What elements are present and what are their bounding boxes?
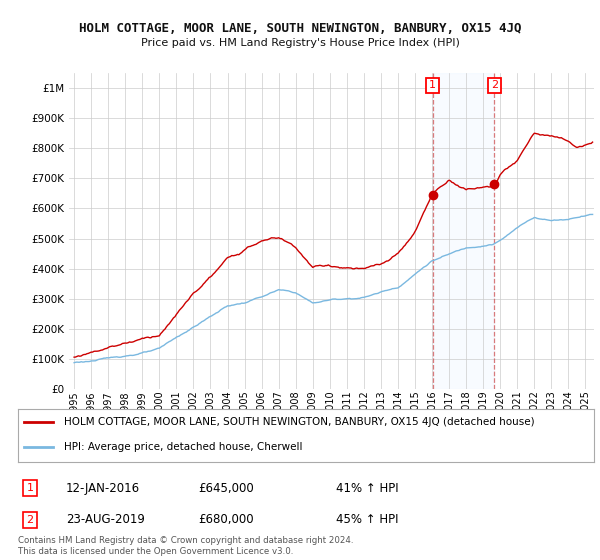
- Text: £645,000: £645,000: [198, 482, 254, 495]
- Text: 2: 2: [26, 515, 34, 525]
- Text: HOLM COTTAGE, MOOR LANE, SOUTH NEWINGTON, BANBURY, OX15 4JQ: HOLM COTTAGE, MOOR LANE, SOUTH NEWINGTON…: [79, 22, 521, 35]
- Text: HPI: Average price, detached house, Cherwell: HPI: Average price, detached house, Cher…: [64, 442, 302, 452]
- Text: Price paid vs. HM Land Registry's House Price Index (HPI): Price paid vs. HM Land Registry's House …: [140, 38, 460, 48]
- Text: 1: 1: [26, 483, 34, 493]
- Text: 45% ↑ HPI: 45% ↑ HPI: [336, 513, 398, 526]
- Bar: [433, 73, 494, 389]
- Text: £680,000: £680,000: [198, 513, 254, 526]
- Text: 12-JAN-2016: 12-JAN-2016: [66, 482, 140, 495]
- Text: 23-AUG-2019: 23-AUG-2019: [66, 513, 145, 526]
- Text: 2: 2: [491, 81, 498, 91]
- Text: Contains HM Land Registry data © Crown copyright and database right 2024.
This d: Contains HM Land Registry data © Crown c…: [18, 536, 353, 556]
- Text: 1: 1: [429, 81, 436, 91]
- Text: HOLM COTTAGE, MOOR LANE, SOUTH NEWINGTON, BANBURY, OX15 4JQ (detached house): HOLM COTTAGE, MOOR LANE, SOUTH NEWINGTON…: [64, 417, 535, 427]
- Text: 41% ↑ HPI: 41% ↑ HPI: [336, 482, 398, 495]
